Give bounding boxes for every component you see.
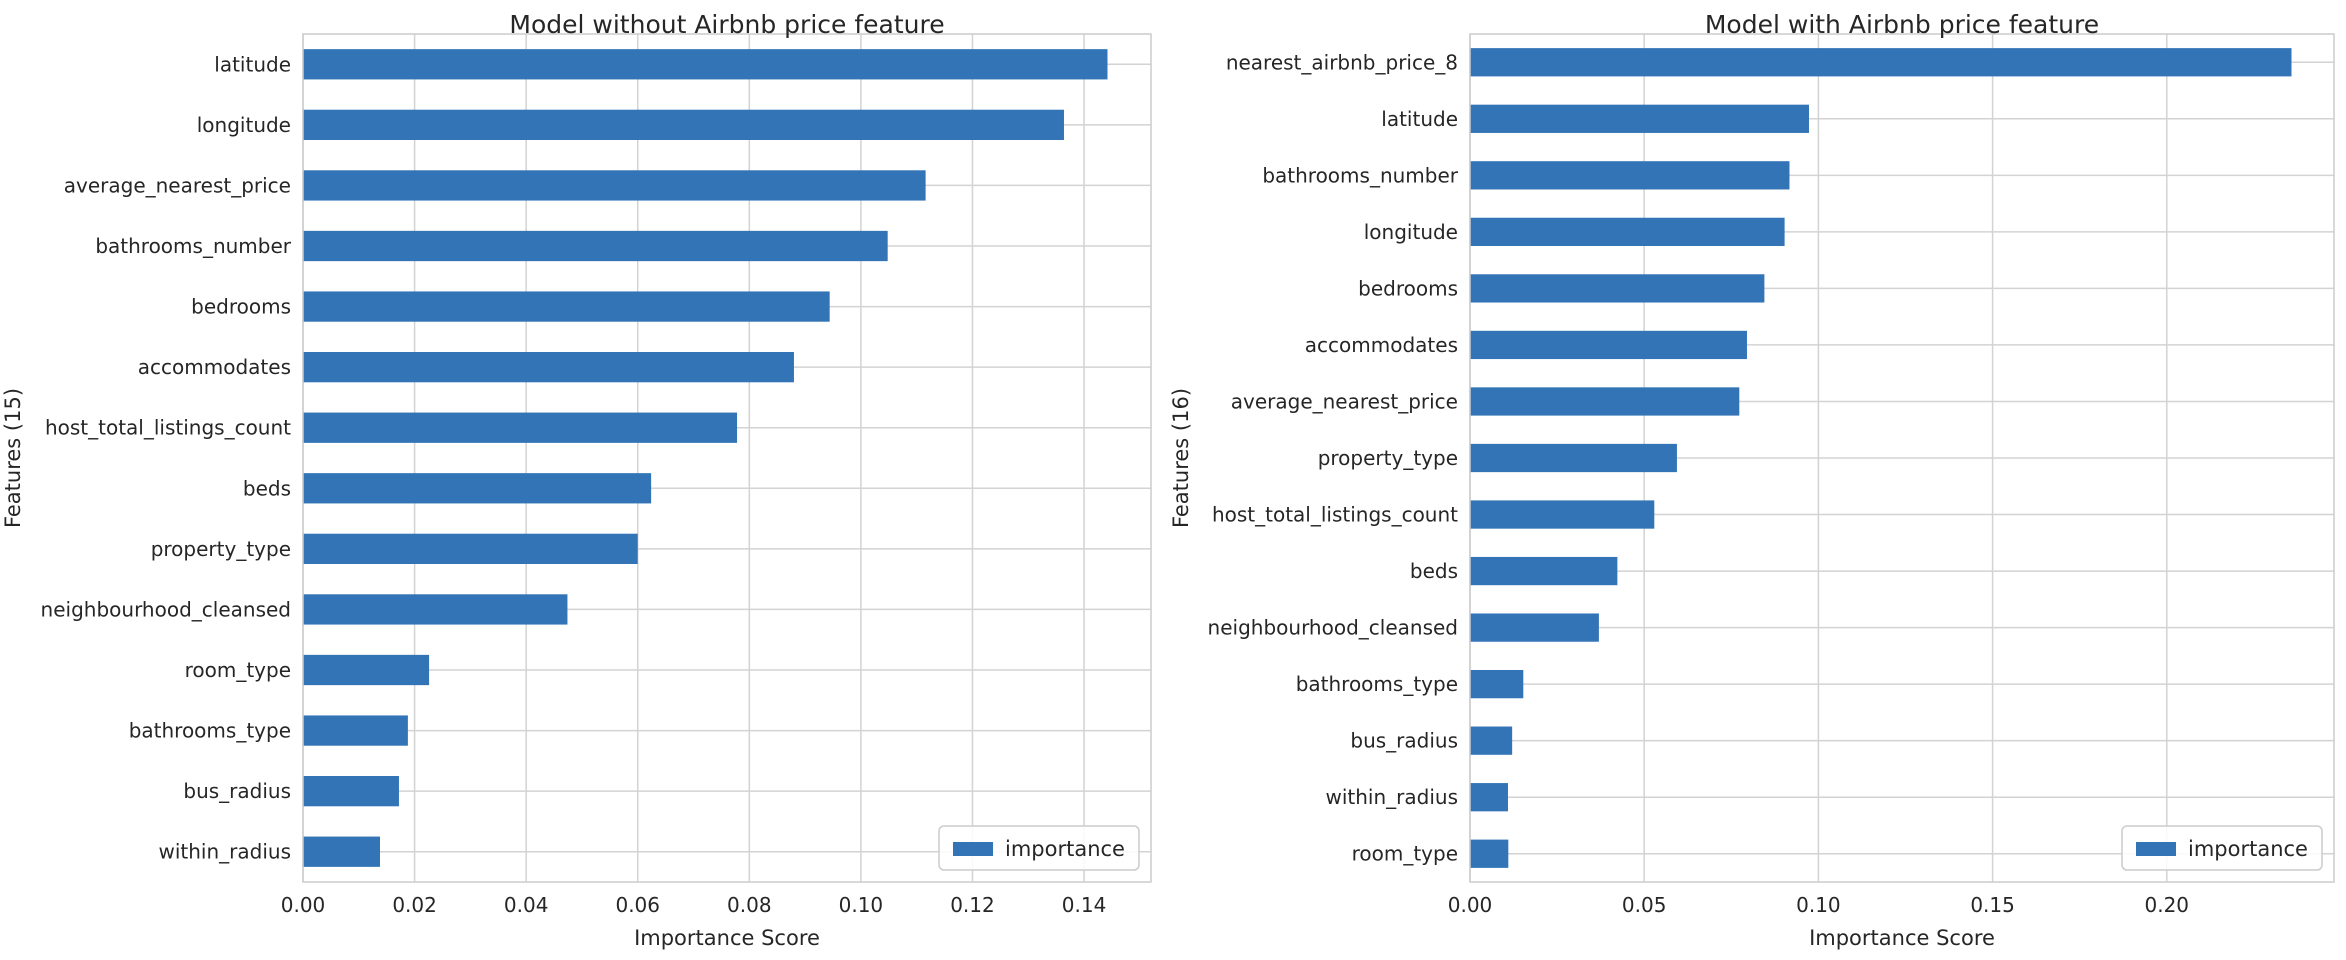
x-tick-label: 0.00 [281,893,326,917]
y-tick-label: bus_radius [183,779,291,803]
y-tick-label: latitude [1381,107,1458,131]
legend-box [2121,825,2323,871]
legend: importance [2121,825,2323,871]
y-tick-label: bathrooms_type [129,719,291,743]
bar-accommodates [1470,330,1747,360]
legend-box [938,825,1140,871]
bar-bathrooms-type [1470,670,1524,699]
chart-panel-without-price: 0.00 0.02 0.04 0.06 0.08 0.10 0.12 0.14 latitude… [1,10,1152,950]
x-tick-label: 0.04 [504,893,549,917]
bar-bus-radius [303,776,399,807]
bar-neighbourhood-cleansed [1470,613,1599,642]
legend: importance [938,825,1140,871]
y-tick-label: accommodates [138,355,291,379]
legend-swatch [2136,842,2176,856]
bar-accommodates [303,352,794,383]
bar-room-type [303,654,430,686]
y-tick-label: beds [1410,559,1458,583]
x-tick-label: 0.14 [1062,893,1107,917]
x-tick-label: 0.05 [1622,893,1667,917]
bar-beds [303,473,652,504]
x-tick-label: 0.08 [727,893,772,917]
y-tick-label: host_total_listings_count [45,416,291,440]
x-tick-label: 0.15 [1970,893,2015,917]
x-tick-label: 0.10 [839,893,884,917]
bar-property-type [303,533,638,564]
bar-host-total-listings-count [303,412,738,443]
bar-room-type [1470,839,1509,868]
x-tick-label: 0.10 [1796,893,1841,917]
bar-longitude [303,109,1064,140]
bar-neighbourhood-cleansed [303,594,568,625]
y-tick-label: latitude [214,52,291,76]
bar-bathrooms-number [1470,161,1790,190]
y-tick-label: neighbourhood_cleansed [1208,616,1458,640]
bar-bedrooms [1470,274,1765,303]
y-tick-label: within_radius [1326,785,1459,809]
y-tick-label: accommodates [1305,333,1458,357]
chart-title: Model with Airbnb price feature [1705,10,2099,39]
y-tick-label: average_nearest_price [1231,389,1458,413]
x-tick-label: 0.12 [950,893,995,917]
bar-within-radius [303,836,380,867]
bar-within-radius [1470,783,1508,812]
x-tick-label: 0.00 [1448,893,1493,917]
legend-label: importance [1005,837,1125,861]
bar-beds [1470,556,1618,586]
legend-swatch [953,842,993,856]
y-tick-label: property_type [1318,446,1458,470]
bar-bathrooms-number [303,230,888,262]
plot-frame [302,33,1152,883]
bar-bedrooms [303,291,830,322]
y-tick-label: neighbourhood_cleansed [41,597,291,621]
x-tick-label: 0.06 [615,893,660,917]
y-tick-label: bathrooms_number [1262,163,1458,187]
bar-latitude [303,49,1108,80]
bar-nearest-airbnb-price-8 [1470,48,2292,77]
y-tick-label: host_total_listings_count [1212,503,1458,527]
y-tick-label: room_type [185,658,291,682]
y-tick-label: bedrooms [191,295,291,319]
y-tick-label: bathrooms_number [95,234,291,258]
y-axis-label: Features (15) [1,388,25,528]
y-tick-label: within_radius [159,840,292,864]
y-tick-label: longitude [1364,220,1458,244]
x-axis-label: Importance Score [634,926,820,950]
y-tick-label: room_type [1352,842,1458,866]
y-tick-label: average_nearest_price [64,173,291,197]
plot-frame [1469,33,2335,883]
y-tick-label: bus_radius [1350,729,1458,753]
chart-panel-with-price: 0.00 0.05 0.10 0.15 0.20 nearest_airbnb_price… [1169,10,2335,950]
plot-area [303,34,1151,882]
x-tick-label: 0.02 [392,893,437,917]
bar-property-type [1470,443,1677,473]
bar-host-total-listings-count [1470,500,1655,529]
bar-bus-radius [1470,726,1513,755]
x-axis-label: Importance Score [1809,926,1995,950]
chart-title: Model without Airbnb price feature [509,10,944,39]
legend-label: importance [2188,837,2308,861]
y-tick-label: bedrooms [1358,276,1458,300]
y-tick-label: longitude [197,113,291,137]
bar-latitude [1470,104,1809,133]
y-axis-label: Features (16) [1169,388,1193,528]
y-tick-label: property_type [151,537,291,561]
y-tick-label: beds [243,476,291,500]
y-tick-label: bathrooms_type [1296,672,1458,696]
bar-bathrooms-type [303,715,408,746]
bar-average-nearest-price [303,170,926,201]
bar-average-nearest-price [1470,387,1740,416]
x-tick-label: 0.20 [2145,893,2190,917]
bar-longitude [1470,217,1785,246]
y-tick-label: nearest_airbnb_price_8 [1226,50,1458,74]
